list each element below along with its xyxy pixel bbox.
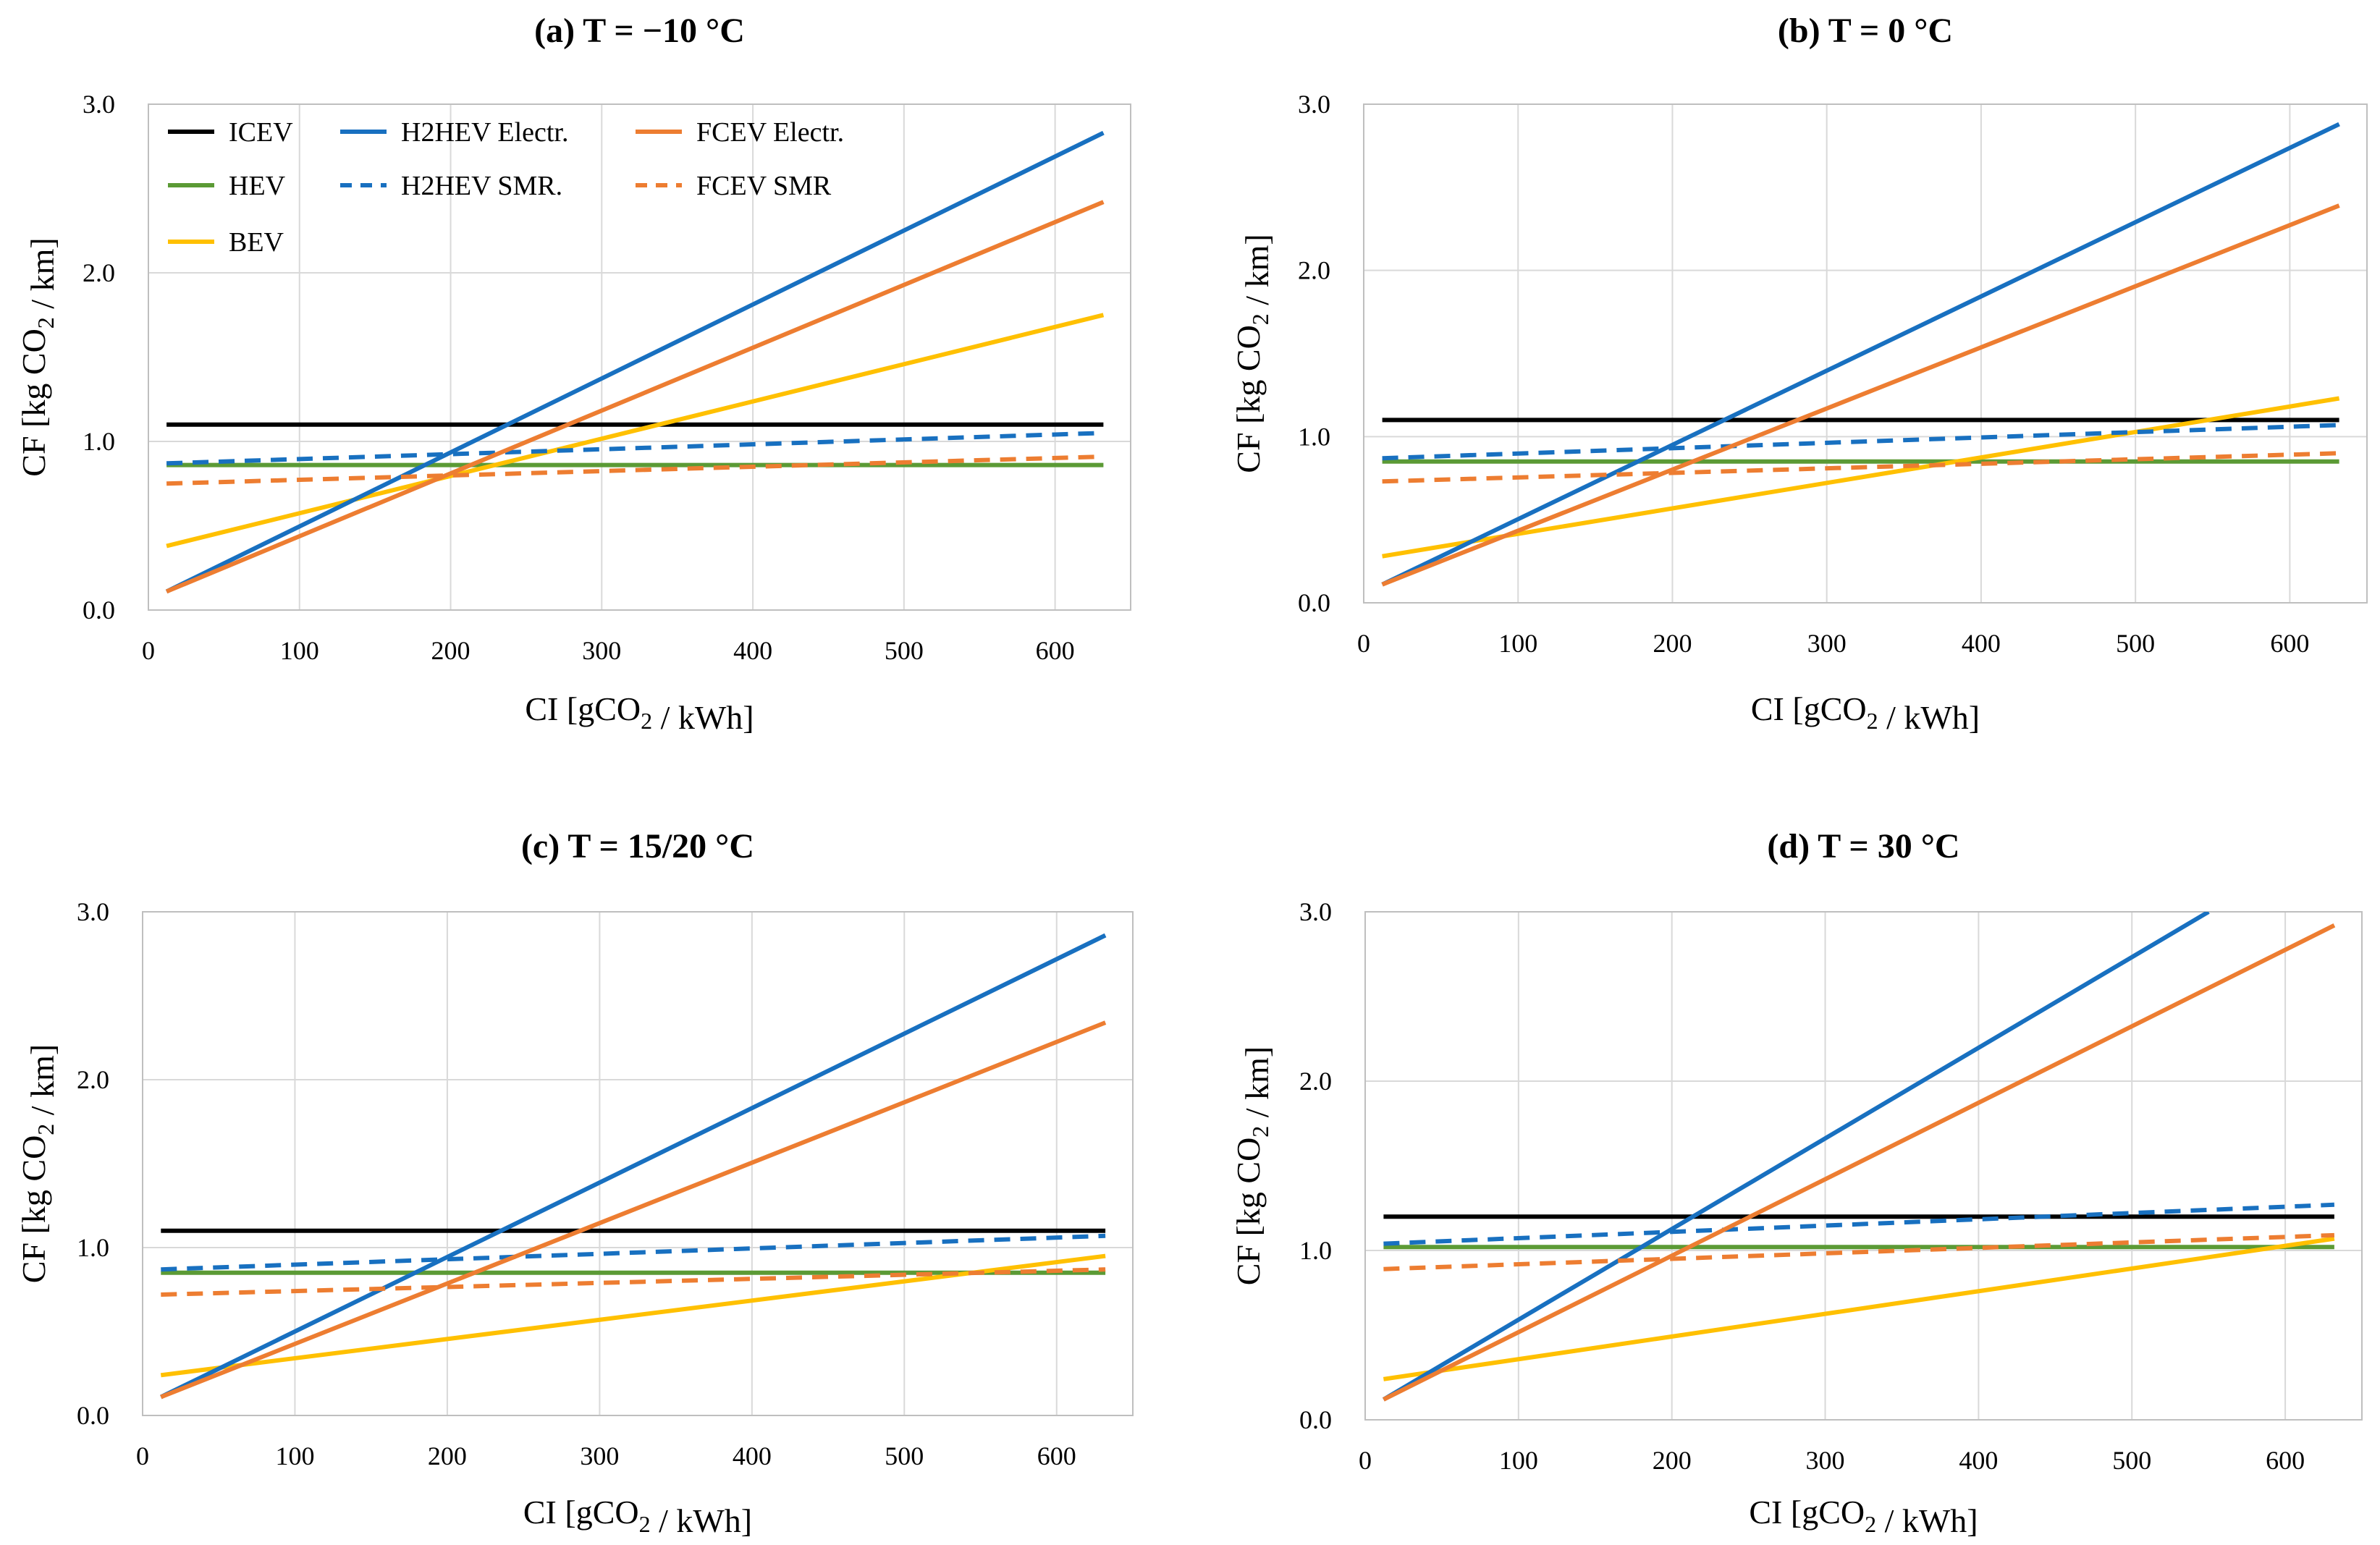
x-tick-label: 300 (1806, 1446, 1845, 1475)
series-line-fcev-electr (160, 1020, 1107, 1400)
legend-label: ICEV (229, 117, 293, 148)
chart-title: (a) T = −10 °C (534, 12, 745, 50)
x-axis-label: CI [gCO2 / kWh] (1749, 1494, 1978, 1539)
series-line-fcev-electr (1381, 203, 2340, 587)
y-tick-label: 1.0 (1298, 422, 1330, 451)
y-tick-label: 0.0 (83, 596, 115, 625)
legend: ICEV HEV BEV H2HEV Electr. H2HEV SMR. FCEV El… (168, 117, 844, 258)
plot-area-frame (142, 911, 1134, 1416)
x-tick-label: 200 (1653, 1446, 1692, 1475)
y-tick-label: 2.0 (83, 258, 115, 287)
x-tick-label: 400 (1959, 1446, 1998, 1475)
chart-panel-3: 0 100 200 300 400 500 600 0.0 1.0 2.0 3.0 (d) T = 3… (1230, 827, 2363, 1539)
series-line-h2hev-electr (159, 933, 1107, 1400)
y-tick-label: 3.0 (83, 90, 115, 119)
x-tick-label: 500 (2116, 629, 2155, 658)
x-tick-label: 300 (580, 1442, 619, 1470)
series-line-fcev-smr (1383, 1232, 2335, 1271)
series-line-fcev-smr (1382, 451, 2339, 484)
series-line-h2hev-electr (1381, 122, 2340, 587)
y-tick-label: 0.0 (1299, 1405, 1332, 1434)
y-tick-label: 2.0 (1298, 256, 1330, 285)
series-line-h2hev-electr (165, 130, 1105, 594)
y-axis-label: CF [kg CO2 / km] (15, 237, 61, 476)
x-tick-label: 200 (1653, 629, 1692, 658)
plot-area-frame (1364, 911, 2363, 1421)
legend-label: H2HEV Electr. (401, 117, 568, 148)
x-tick-label: 100 (275, 1442, 314, 1470)
plot-area-frame (148, 103, 1131, 611)
x-tick-label: 600 (2266, 1446, 2305, 1475)
x-tick-label: 100 (280, 636, 319, 665)
series-line-bev (1383, 1236, 2335, 1381)
x-tick-label: 600 (1037, 1442, 1076, 1470)
series-line-h2hev-electr (1382, 912, 2210, 1402)
y-tick-label: 3.0 (1299, 897, 1332, 926)
y-tick-label: 0.0 (77, 1401, 109, 1430)
x-tick-label: 300 (582, 636, 621, 665)
x-tick-label: 400 (733, 636, 772, 665)
chart-panel-0: 0 100 200 300 400 500 600 0.0 1.0 2.0 3.0 (a) T = −… (15, 12, 1131, 736)
y-axis-label: CF [kg CO2 / km] (1230, 234, 1275, 473)
x-tick-label: 200 (431, 636, 470, 665)
x-tick-label: 100 (1499, 1446, 1538, 1475)
x-tick-label: 300 (1807, 629, 1847, 658)
y-tick-label: 3.0 (77, 897, 109, 926)
x-tick-label: 500 (885, 636, 924, 665)
series-line-h2hev-smr (1382, 423, 2339, 461)
x-tick-label: 500 (2112, 1446, 2151, 1475)
x-tick-label: 100 (1498, 629, 1537, 658)
y-tick-label: 3.0 (1298, 90, 1330, 119)
series-line-h2hev-smr (161, 1233, 1106, 1272)
x-tick-label: 0 (136, 1442, 149, 1470)
series-line-bev (166, 313, 1105, 549)
x-tick-label: 400 (733, 1442, 772, 1470)
chart-title: (c) T = 15/20 °C (521, 827, 754, 865)
y-tick-label: 2.0 (1299, 1067, 1332, 1096)
y-tick-label: 1.0 (83, 427, 115, 456)
x-tick-label: 400 (1962, 629, 2001, 658)
y-axis-label: CF [kg CO2 / km] (15, 1044, 61, 1283)
series-line-fcev-electr (1383, 923, 2336, 1402)
legend-label: H2HEV SMR. (401, 171, 562, 201)
y-tick-label: 1.0 (77, 1233, 109, 1262)
series-line-bev (1382, 396, 2340, 559)
x-tick-label: 500 (885, 1442, 924, 1470)
y-tick-label: 0.0 (1298, 588, 1330, 617)
legend-label: HEV (229, 171, 286, 201)
chart-title: (b) T = 0 °C (1778, 12, 1953, 50)
y-axis-label: CF [kg CO2 / km] (1230, 1046, 1275, 1285)
series-line-fcev-electr (165, 200, 1105, 594)
series-line-h2hev-smr (1383, 1202, 2335, 1246)
x-tick-label: 600 (1036, 636, 1075, 665)
plot-area-frame (1363, 103, 2368, 604)
chart-panel-1: 0 100 200 300 400 500 600 0.0 1.0 2.0 3.0 (b) T = 0… (1230, 12, 2368, 736)
x-axis-label: CI [gCO2 / kWh] (1751, 690, 1980, 736)
y-tick-label: 2.0 (77, 1065, 109, 1094)
series-line-fcev-smr (161, 1267, 1106, 1297)
chart-title: (d) T = 30 °C (1767, 827, 1959, 865)
legend-label: FCEV SMR (696, 171, 832, 201)
legend-label: BEV (229, 227, 284, 258)
x-tick-label: 0 (142, 636, 155, 665)
x-tick-label: 0 (1359, 1446, 1372, 1475)
x-axis-label: CI [gCO2 / kWh] (523, 1494, 752, 1539)
x-tick-label: 600 (2270, 629, 2309, 658)
y-tick-label: 1.0 (1299, 1236, 1332, 1265)
legend-label: FCEV Electr. (696, 117, 844, 148)
x-tick-label: 0 (1357, 629, 1370, 658)
chart-panel-2: 0 100 200 300 400 500 600 0.0 1.0 2.0 3.0 (c) T = 1… (15, 827, 1134, 1539)
x-axis-label: CI [gCO2 / kWh] (525, 690, 754, 736)
x-tick-label: 200 (428, 1442, 467, 1470)
series-line-bev (160, 1253, 1106, 1378)
